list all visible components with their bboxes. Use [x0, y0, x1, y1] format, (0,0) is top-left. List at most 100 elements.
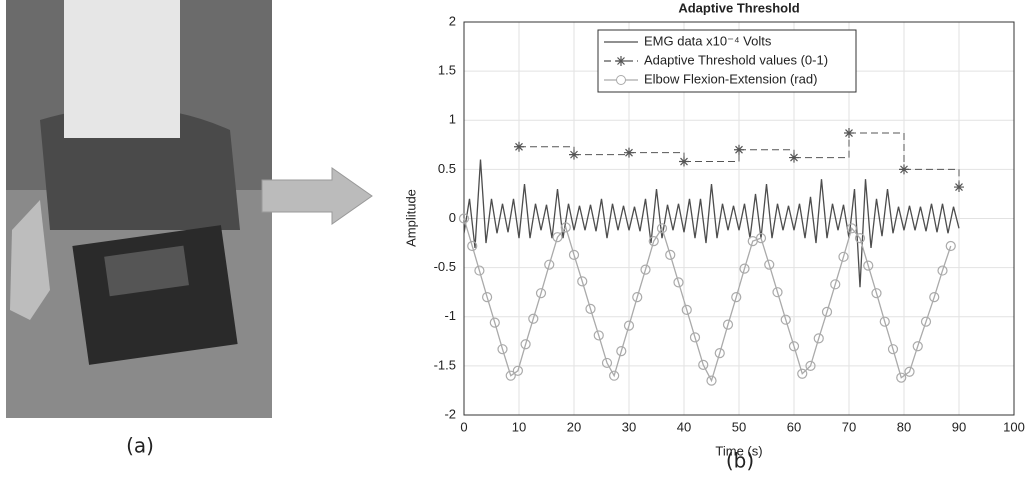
elbow-marker: [585, 303, 596, 314]
elbow-marker: [846, 223, 857, 234]
legend-label: EMG data x10⁻⁴ Volts: [644, 33, 772, 48]
elbow-marker: [458, 213, 470, 224]
elbow-marker: [640, 264, 651, 275]
threshold-marker: [844, 128, 854, 139]
elbow-marker: [681, 304, 692, 315]
threshold-marker: [616, 56, 626, 66]
y-tick-label: 0: [449, 210, 456, 225]
elbow-marker: [821, 306, 833, 317]
x-tick-label: 100: [1003, 419, 1025, 434]
elbow-marker: [863, 260, 874, 271]
series-line: [463, 159, 960, 288]
y-tick-label: -1.5: [434, 357, 456, 372]
elbow-marker: [489, 317, 500, 328]
elbow-marker: [739, 263, 750, 274]
x-tick-label: 30: [622, 419, 636, 434]
threshold-marker: [954, 182, 964, 193]
device: [72, 225, 238, 365]
y-tick-label: 1: [449, 112, 456, 127]
elbow-marker: [689, 332, 701, 343]
elbow-marker: [528, 313, 539, 324]
photo: [6, 0, 272, 418]
elbow-marker: [505, 370, 516, 381]
panel-label: (b): [726, 449, 754, 473]
panel-label: (a): [126, 434, 154, 458]
elbow-marker: [648, 235, 659, 247]
elbow-marker: [512, 365, 524, 376]
y-tick-label: 2: [449, 13, 456, 28]
elbow-marker: [568, 249, 580, 260]
elbow-marker: [912, 341, 923, 352]
elbow-marker: [714, 348, 725, 359]
elbow-marker: [706, 375, 717, 386]
series-line: [463, 218, 952, 383]
elbow-marker: [482, 292, 493, 303]
arm: [10, 200, 50, 320]
threshold-marker: [569, 149, 579, 160]
y-tick-label: -1: [444, 308, 456, 323]
elbow-marker: [544, 259, 555, 270]
elbow-marker: [764, 259, 775, 270]
x-tick-label: 60: [787, 419, 801, 434]
elbow-marker: [896, 372, 907, 383]
x-tick-label: 0: [460, 419, 467, 434]
elbow-marker: [616, 346, 627, 357]
threshold-step: [684, 149, 740, 163]
x-tick-label: 80: [897, 419, 911, 434]
elbow-marker: [755, 233, 767, 244]
elbow-marker: [698, 359, 709, 370]
y-tick-label: -0.5: [434, 259, 456, 274]
threshold-step: [904, 168, 960, 188]
elbow-marker: [887, 344, 899, 355]
y-tick-label: -2: [444, 406, 456, 421]
threshold-marker: [899, 164, 909, 175]
elbow-marker: [535, 288, 547, 299]
device-panel: [104, 245, 189, 297]
y-tick-label: 0.5: [438, 161, 456, 176]
x-tick-label: 90: [952, 419, 966, 434]
threshold-marker: [734, 144, 744, 155]
x-tick-label: 70: [842, 419, 856, 434]
elbow-marker: [780, 314, 791, 325]
threshold-step: [849, 132, 905, 170]
x-tick-label: 40: [677, 419, 691, 434]
elbow-marker: [731, 292, 742, 303]
elbow-marker: [577, 276, 588, 287]
elbow-marker: [497, 344, 508, 355]
elbow-marker: [722, 319, 734, 330]
threshold-marker: [624, 147, 634, 158]
elbow-marker: [904, 366, 915, 377]
elbow-marker: [879, 316, 890, 327]
elbow-marker: [937, 265, 948, 276]
elbow-marker: [805, 360, 816, 371]
y-tick-label: 1.5: [438, 63, 456, 78]
x-tick-label: 50: [732, 419, 746, 434]
elbow-marker: [467, 240, 478, 252]
legend-symbol: [616, 75, 626, 85]
legend-label: Adaptive Threshold values (0-1): [644, 52, 828, 67]
elbow-marker: [601, 357, 613, 369]
elbow-marker: [929, 292, 940, 303]
elbow-marker: [772, 287, 783, 298]
elbow-marker: [609, 370, 620, 381]
threshold-marker: [514, 141, 524, 152]
elbow-marker: [520, 339, 531, 350]
elbow-marker: [838, 251, 849, 262]
threshold-step: [794, 133, 850, 159]
elbow-marker: [632, 292, 643, 303]
elbow-marker: [673, 277, 684, 288]
elbow-marker: [552, 232, 563, 243]
elbow-marker: [945, 240, 956, 252]
elbow-marker: [813, 333, 824, 344]
face-mask: [64, 0, 180, 138]
elbow-marker: [623, 320, 635, 331]
elbow-marker: [854, 233, 866, 244]
y-axis-label: Amplitude: [403, 189, 418, 247]
elbow-marker: [871, 288, 882, 299]
threshold-marker: [789, 152, 799, 163]
elbow-marker: [665, 249, 676, 260]
arrow: [261, 167, 373, 225]
legend-label: Elbow Flexion-Extension (rad): [644, 71, 817, 86]
threshold-marker: [679, 156, 689, 167]
